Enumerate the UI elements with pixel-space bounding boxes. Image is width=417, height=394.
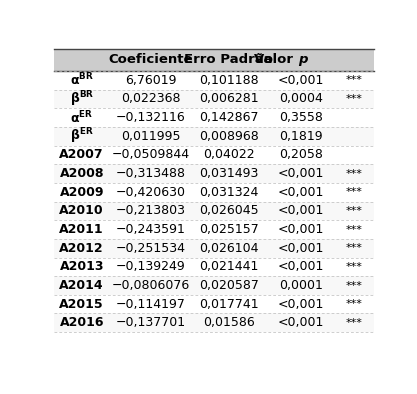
Text: 0,04022: 0,04022 (203, 149, 255, 162)
Text: 0,3558: 0,3558 (279, 111, 323, 124)
Text: −0,420630: −0,420630 (116, 186, 186, 199)
Text: A2014: A2014 (60, 279, 104, 292)
Text: A2009: A2009 (60, 186, 104, 199)
Text: 0,025157: 0,025157 (199, 223, 259, 236)
Text: A2015: A2015 (60, 298, 104, 310)
Text: p: p (298, 53, 307, 66)
Text: −0,139249: −0,139249 (116, 260, 186, 273)
Bar (54, 145, 374, 164)
Text: ***: *** (346, 225, 363, 234)
Text: <0,001: <0,001 (278, 223, 324, 236)
Text: ***: *** (346, 75, 363, 85)
Text: −0,132116: −0,132116 (116, 111, 186, 124)
Text: A2012: A2012 (60, 242, 104, 255)
Text: Coeficiente: Coeficiente (108, 53, 193, 66)
Text: 0,2058: 0,2058 (279, 149, 323, 162)
Text: Valor: Valor (254, 53, 298, 66)
Text: 0,008968: 0,008968 (199, 130, 259, 143)
Text: ***: *** (346, 169, 363, 178)
Text: 0,026045: 0,026045 (199, 204, 259, 217)
Bar (54, 71, 374, 89)
Text: 0,031324: 0,031324 (199, 186, 259, 199)
Text: 6,76019: 6,76019 (125, 74, 176, 87)
Text: <0,001: <0,001 (278, 186, 324, 199)
Bar (54, 220, 374, 239)
Bar (54, 108, 374, 127)
Text: ***: *** (346, 94, 363, 104)
Text: ***: *** (346, 318, 363, 328)
Text: −0,114197: −0,114197 (116, 298, 186, 310)
Text: <0,001: <0,001 (278, 316, 324, 329)
Text: 0,011995: 0,011995 (121, 130, 180, 143)
Text: ***: *** (346, 206, 363, 216)
Text: 0,026104: 0,026104 (199, 242, 259, 255)
Text: ***: *** (346, 262, 363, 272)
Text: <0,001: <0,001 (278, 298, 324, 310)
Text: −0,313488: −0,313488 (116, 167, 186, 180)
Text: 0,0004: 0,0004 (279, 93, 323, 106)
Bar (54, 49, 374, 71)
Bar (54, 314, 374, 332)
Text: 0,022368: 0,022368 (121, 93, 180, 106)
Text: 0,017741: 0,017741 (199, 298, 259, 310)
Bar (54, 295, 374, 314)
Text: 0,020587: 0,020587 (199, 279, 259, 292)
Text: −0,0806076: −0,0806076 (111, 279, 190, 292)
Bar (54, 164, 374, 183)
Bar (54, 202, 374, 220)
Text: 0,021441: 0,021441 (199, 260, 259, 273)
Text: 0,01586: 0,01586 (203, 316, 255, 329)
Text: $\mathbf{\beta}^{\mathbf{BR}}$: $\mathbf{\beta}^{\mathbf{BR}}$ (70, 89, 94, 109)
Bar (54, 258, 374, 276)
Text: −0,137701: −0,137701 (116, 316, 186, 329)
Text: $\mathbf{\beta}^{\mathbf{ER}}$: $\mathbf{\beta}^{\mathbf{ER}}$ (70, 126, 93, 146)
Text: A2008: A2008 (60, 167, 104, 180)
Text: <0,001: <0,001 (278, 74, 324, 87)
Text: <0,001: <0,001 (278, 204, 324, 217)
Text: <0,001: <0,001 (278, 242, 324, 255)
Bar (54, 89, 374, 108)
Text: 0,006281: 0,006281 (199, 93, 259, 106)
Text: ***: *** (346, 281, 363, 290)
Text: −0,251534: −0,251534 (116, 242, 186, 255)
Text: <0,001: <0,001 (278, 167, 324, 180)
Bar (54, 239, 374, 258)
Text: A2013: A2013 (60, 260, 104, 273)
Bar (54, 276, 374, 295)
Text: ***: *** (346, 243, 363, 253)
Text: A2011: A2011 (60, 223, 104, 236)
Text: 0,031493: 0,031493 (199, 167, 259, 180)
Text: $\mathbf{\alpha}^{\mathbf{ER}}$: $\mathbf{\alpha}^{\mathbf{ER}}$ (70, 109, 93, 126)
Text: −0,243591: −0,243591 (116, 223, 186, 236)
Text: 0,1819: 0,1819 (279, 130, 323, 143)
Text: 0,142867: 0,142867 (199, 111, 259, 124)
Text: −0,213803: −0,213803 (116, 204, 186, 217)
Text: A2010: A2010 (60, 204, 104, 217)
Text: 0,0001: 0,0001 (279, 279, 323, 292)
Text: $\mathbf{\alpha}^{\mathbf{BR}}$: $\mathbf{\alpha}^{\mathbf{BR}}$ (70, 72, 94, 89)
Text: ***: *** (346, 187, 363, 197)
Bar (54, 183, 374, 202)
Text: A2007: A2007 (60, 149, 104, 162)
Bar (54, 127, 374, 145)
Text: −0,0509844: −0,0509844 (111, 149, 190, 162)
Text: A2016: A2016 (60, 316, 104, 329)
Text: <0,001: <0,001 (278, 260, 324, 273)
Text: Erro Padrão: Erro Padrão (184, 53, 274, 66)
Text: ***: *** (346, 299, 363, 309)
Text: 0,101188: 0,101188 (199, 74, 259, 87)
